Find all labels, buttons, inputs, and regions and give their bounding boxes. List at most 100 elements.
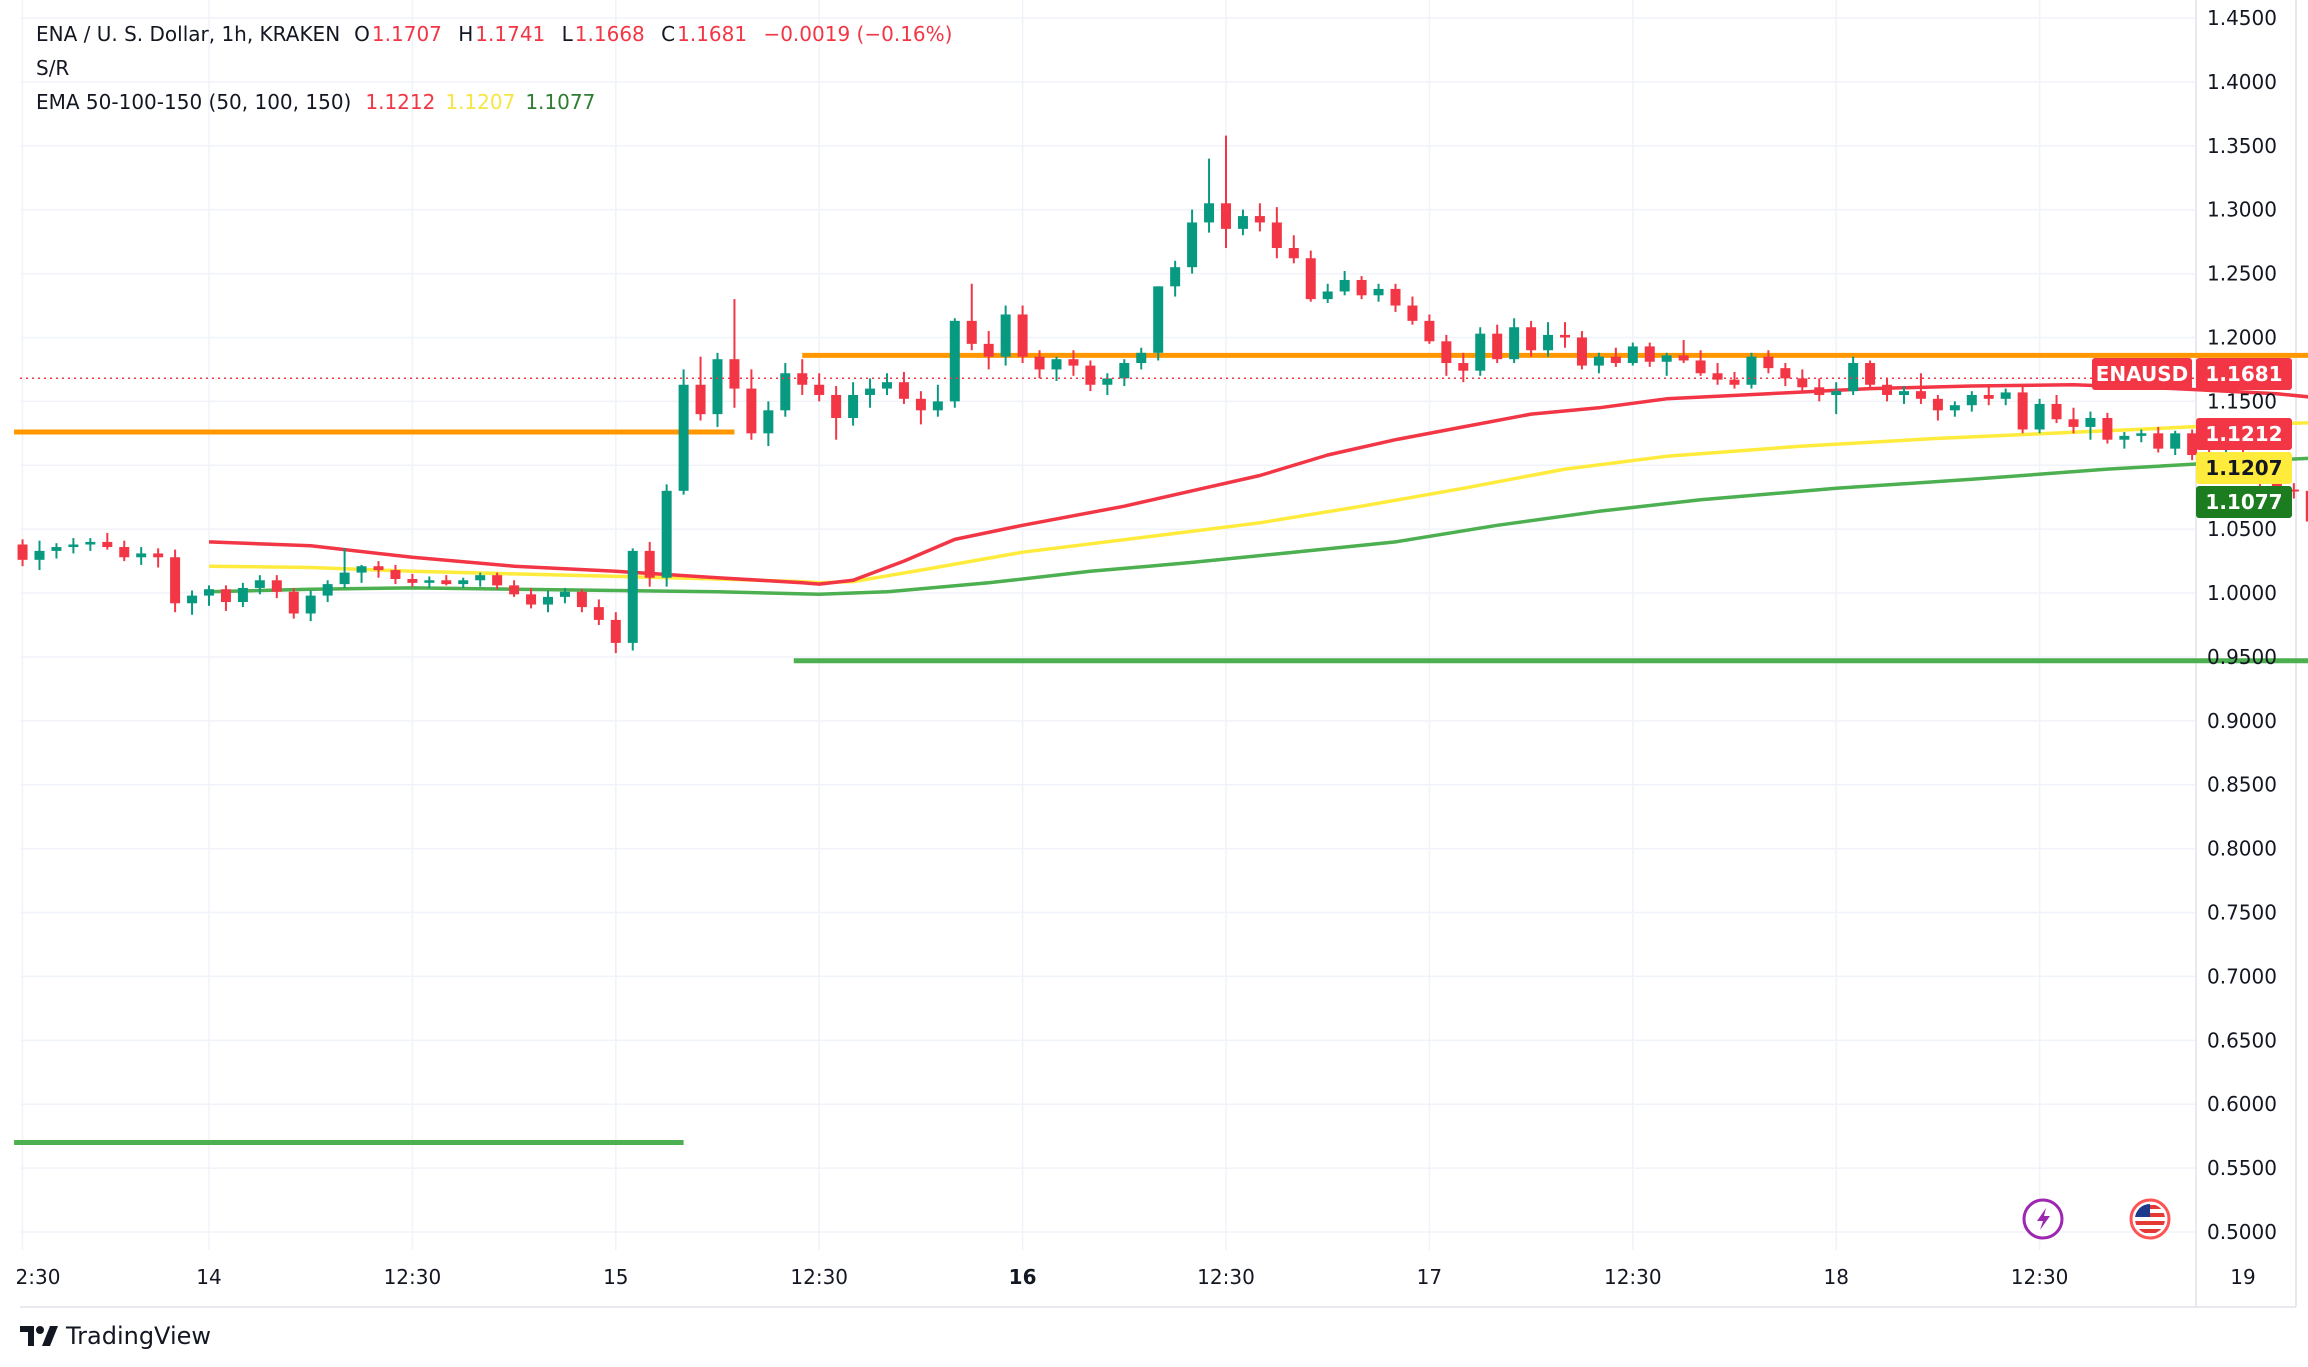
candle-body xyxy=(254,580,265,588)
candle-down xyxy=(441,575,452,586)
candle-down xyxy=(1865,360,1876,390)
candle-body xyxy=(1424,320,1435,342)
candle-up xyxy=(1000,305,1011,366)
candle-down xyxy=(898,371,909,404)
candle-body xyxy=(1543,334,1554,351)
price-tick-label: 0.9500 xyxy=(2207,645,2277,669)
candle-body xyxy=(1644,346,1655,362)
candle-body xyxy=(1170,267,1181,287)
ticker-tag: ENAUSD xyxy=(2092,358,2192,390)
candle-down xyxy=(610,612,621,654)
support-resistance-lines xyxy=(14,352,2308,1146)
candle-up xyxy=(424,576,435,588)
candle-down xyxy=(1780,363,1791,387)
candle-down xyxy=(1441,334,1452,376)
candle-body xyxy=(2000,392,2011,399)
candle-down xyxy=(1814,378,1825,402)
candle-up xyxy=(1509,318,1520,364)
candle-body xyxy=(153,553,164,558)
candle-body xyxy=(1831,391,1842,395)
candle-down xyxy=(2153,426,2164,453)
us-flag-icon[interactable] xyxy=(2129,1198,2171,1240)
candle-body xyxy=(644,550,655,578)
candle-up xyxy=(204,585,214,606)
candle-body xyxy=(1882,384,1893,395)
candle-body xyxy=(1305,258,1316,300)
candle-up xyxy=(1966,391,1977,412)
candle-up xyxy=(1746,352,1757,389)
price-tick-label: 0.7500 xyxy=(2207,901,2277,925)
candle-body xyxy=(1848,363,1859,392)
candle-body xyxy=(712,359,723,415)
candle-body xyxy=(204,589,214,596)
candle-up xyxy=(1339,271,1350,296)
candle-body xyxy=(1288,248,1299,259)
candle-up xyxy=(1237,209,1248,236)
candle-up xyxy=(1102,373,1113,395)
candle-body xyxy=(898,382,909,399)
candle-body xyxy=(1085,365,1096,385)
candle-up xyxy=(254,575,265,595)
candle-down xyxy=(271,575,282,599)
last-price-tag-text: 1.1681 xyxy=(2205,362,2282,386)
sr-label[interactable]: S/R xyxy=(36,56,70,80)
candle-up xyxy=(85,538,96,551)
candle-up xyxy=(1187,209,1198,274)
candle-body xyxy=(1983,394,1994,399)
candle-up xyxy=(865,378,876,408)
candle-body xyxy=(2068,419,2079,427)
candle-down xyxy=(1356,276,1367,300)
candle-down xyxy=(407,573,418,587)
high-value: 1.1741 xyxy=(475,22,546,46)
candle-body xyxy=(746,388,757,434)
candle-body xyxy=(1780,368,1791,379)
candle-body xyxy=(915,398,926,411)
candle-up xyxy=(1373,283,1384,302)
symbol-title[interactable]: ENA / U. S. Dollar, 1h, KRAKEN xyxy=(36,22,341,46)
candle-down xyxy=(2051,394,2062,424)
candle-down xyxy=(1678,340,1689,364)
candle-body xyxy=(1102,378,1113,385)
sr-legend[interactable]: S/R xyxy=(36,56,79,80)
candle-up xyxy=(1661,352,1672,376)
candle-body xyxy=(1068,359,1079,366)
candle-body xyxy=(1153,286,1164,353)
candle-body xyxy=(136,553,147,558)
candle-up xyxy=(34,540,45,571)
candle-body xyxy=(1695,360,1706,374)
time-tick-label: 12:30 xyxy=(1197,1265,1255,1289)
candle-down xyxy=(1034,350,1045,379)
open-label: O xyxy=(354,22,370,46)
candle-up xyxy=(882,373,892,395)
candle-up xyxy=(356,564,367,583)
candle-body xyxy=(610,619,621,643)
candle-body xyxy=(119,547,130,558)
candle-body xyxy=(1407,305,1418,321)
candle-body xyxy=(1678,355,1689,361)
time-axis[interactable]: 2:30 14 12:30 15 12:30 16 12:30 17 12:30 18 12:30 1… xyxy=(16,1265,2308,1289)
candle-body xyxy=(1797,378,1808,388)
candle-up xyxy=(1899,386,1909,404)
ema-label[interactable]: EMA 50-100-150 (50, 100, 150) xyxy=(36,90,352,114)
candle-down xyxy=(1983,386,1994,406)
candle-up xyxy=(1475,327,1486,376)
candle-body xyxy=(424,580,435,583)
change-value: −0.0019 (−0.16%) xyxy=(763,22,953,46)
lightning-icon[interactable] xyxy=(2022,1198,2064,1240)
tradingview-brand[interactable]: TradingView xyxy=(20,1322,211,1350)
candle-down xyxy=(1560,322,1570,348)
ema50-value: 1.1212 xyxy=(365,90,436,114)
candle-body xyxy=(678,384,689,491)
ema-legend[interactable]: EMA 50-100-150 (50, 100, 150) 1.1212 1.120… xyxy=(36,90,605,114)
candle-body xyxy=(1458,363,1469,371)
candle-body xyxy=(1237,216,1248,229)
candle-down xyxy=(576,589,587,613)
candle-body xyxy=(1610,356,1621,364)
candle-body xyxy=(2051,403,2062,420)
candle-down xyxy=(1526,320,1537,357)
time-tick-label: 16 xyxy=(1009,1265,1037,1289)
candle-body xyxy=(661,490,672,578)
